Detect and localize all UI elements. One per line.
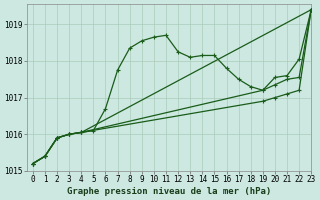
X-axis label: Graphe pression niveau de la mer (hPa): Graphe pression niveau de la mer (hPa) [67, 187, 271, 196]
